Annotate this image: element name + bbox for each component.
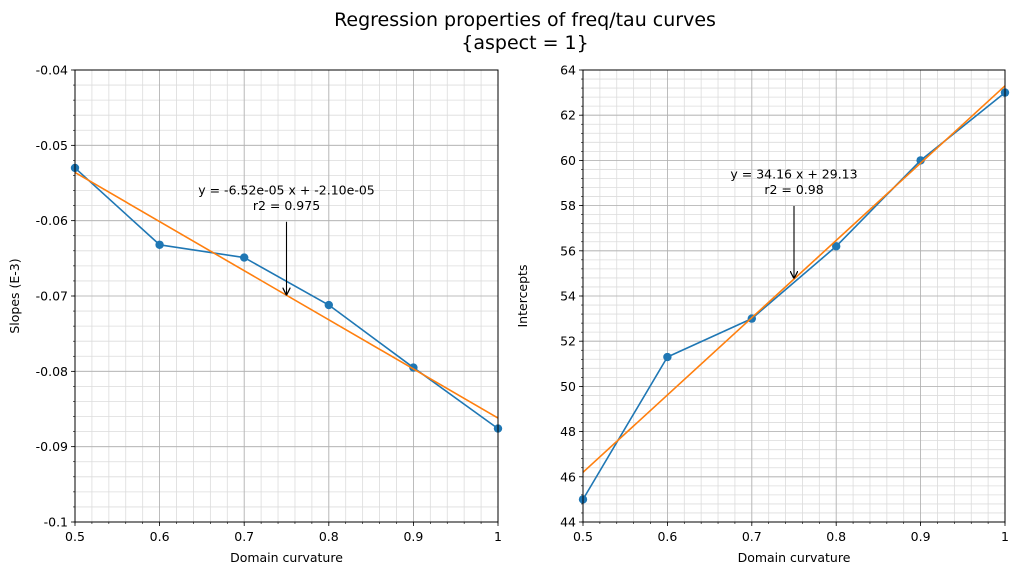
y-tick-label: -0.04 [36,63,68,78]
y-axis-label: Intercepts [515,265,530,328]
y-tick-label: 50 [560,379,576,394]
x-tick-label: 1 [494,529,502,544]
x-tick-label: 0.6 [657,529,677,544]
data-point [324,300,333,310]
x-tick-label: 0.9 [911,529,931,544]
data-point [155,240,164,249]
y-tick-label: -0.06 [36,213,68,228]
data-series-line [582,91,1006,500]
y-tick-label: 54 [560,289,576,304]
y-tick-label: -0.09 [36,439,68,454]
y-tick-label: 46 [560,469,576,484]
figure-title-line-2: {aspect = 1} [461,32,588,54]
fit-line [582,85,1006,473]
y-tick-label: 52 [560,334,576,349]
regression-annotation-line: r2 = 0.98 [764,182,823,197]
y-tick-label: -0.07 [36,289,68,304]
data-point [832,242,841,251]
y-tick-label: 62 [560,108,576,123]
x-tick-label: 0.7 [234,529,254,544]
plot-frame [74,69,499,523]
y-tick-label: -0.05 [36,138,68,153]
x-tick-label: 0.8 [319,529,339,544]
data-point [240,253,249,262]
x-axis-label: Domain curvature [738,550,851,565]
x-axis-label: Domain curvature [230,550,343,565]
x-tick-label: 0.7 [742,529,762,544]
intercepts-chart: 0.5 0.6 0.7 0.8 0.9 1 44 46 48 50 52 54 56 58 60 62 64 Do… [515,63,1010,565]
x-tick-label: 0.9 [403,529,423,544]
y-axis-label: Slopes (E-3) [7,258,22,333]
data-point [663,352,672,362]
regression-annotation-line: y = 34.16 x + 29.13 [730,166,857,181]
slopes-chart: 0.5 0.6 0.7 0.8 0.9 1 -0.1 -0.09 -0.08 -0.07 -0.06… [7,63,503,565]
y-tick-label: 64 [560,63,576,78]
x-tick-label: 0.6 [150,529,170,544]
figure-title-line-1: Regression properties of freq/tau curves [334,9,716,31]
x-tick-label: 0.5 [65,529,85,544]
y-tick-label: 60 [560,153,576,168]
regression-annotation-line: r2 = 0.975 [253,198,320,213]
y-tick-label: 44 [560,515,576,530]
regression-annotation-line: y = -6.52e-05 x + -2.10e-05 [198,182,375,197]
y-tick-label: 56 [560,243,576,258]
x-tick-label: 0.8 [826,529,846,544]
y-tick-label: 48 [560,424,576,439]
y-tick-label: -0.08 [36,364,68,379]
data-point [916,156,925,165]
plot-frame [582,69,1006,523]
x-tick-label: 0.5 [573,529,593,544]
y-tick-label: 58 [560,198,576,213]
x-tick-label: 1 [1001,529,1009,544]
y-tick-label: -0.1 [44,515,68,530]
